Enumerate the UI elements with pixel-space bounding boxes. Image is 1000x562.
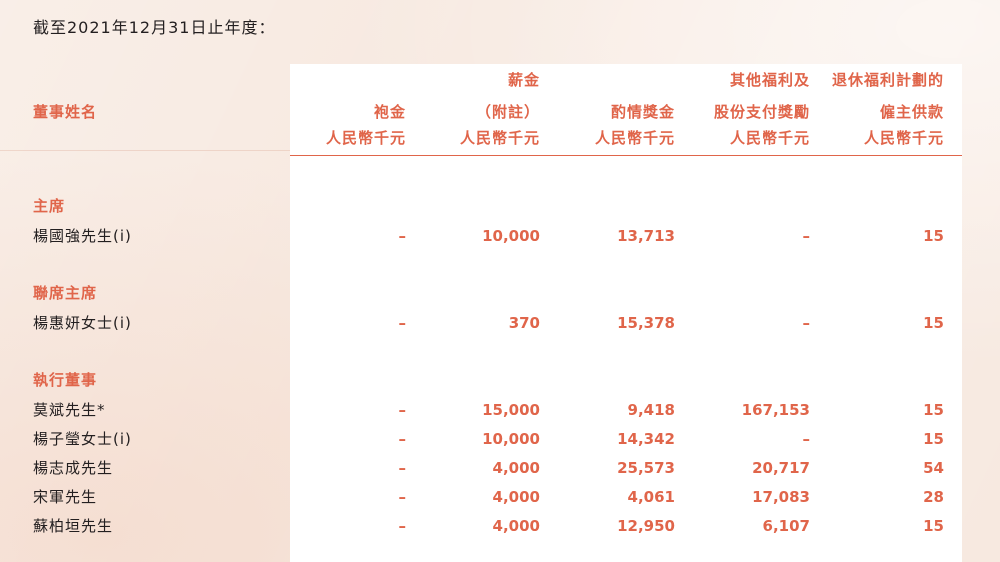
director-name: 宋軍先生	[33, 488, 98, 506]
header-divider	[290, 155, 962, 156]
value-pension: 15	[923, 227, 944, 245]
value-pension: 54	[923, 459, 944, 477]
section-title-executive-directors: 執行董事	[33, 371, 98, 389]
value-fees: –	[398, 430, 407, 448]
header-pension-unit: 人民幣千元	[863, 129, 944, 147]
value-pension: 15	[923, 314, 944, 332]
value-benefits: 167,153	[741, 401, 810, 419]
header-benefits-title-2: 股份支付獎勵	[713, 103, 810, 121]
header-salary-title: 薪金	[507, 71, 540, 89]
value-pension: 15	[923, 401, 944, 419]
value-bonus: 13,713	[617, 227, 675, 245]
table-row: 楊國強先生(i) – 10,000 13,713 – 15	[0, 222, 1000, 250]
value-benefits: 6,107	[762, 517, 810, 535]
header-bonus-title: 酌情獎金	[610, 103, 675, 121]
header-pension-title-2: 僱主供款	[879, 103, 944, 121]
header-pension-title-1: 退休福利計劃的	[831, 71, 944, 89]
header-benefits-unit: 人民幣千元	[729, 129, 810, 147]
director-name: 楊志成先生	[33, 459, 114, 477]
table-row: 楊惠妍女士(i) – 370 15,378 – 15	[0, 309, 1000, 337]
background-line	[0, 150, 290, 151]
header-bonus-unit: 人民幣千元	[594, 129, 675, 147]
period-caption: 截至2021年12月31日止年度：	[33, 18, 276, 37]
value-salary: 10,000	[482, 227, 540, 245]
value-fees: –	[398, 314, 407, 332]
value-salary: 15,000	[482, 401, 540, 419]
value-benefits: –	[802, 314, 811, 332]
header-fees-unit: 人民幣千元	[325, 129, 406, 147]
director-name: 楊國強先生(i)	[33, 227, 132, 245]
header-director-name: 董事姓名	[33, 103, 98, 121]
value-fees: –	[398, 401, 407, 419]
value-bonus: 9,418	[627, 401, 675, 419]
header-benefits-title-1: 其他福利及	[729, 71, 810, 89]
value-bonus: 14,342	[617, 430, 675, 448]
table-row: 宋軍先生 – 4,000 4,061 17,083 28	[0, 483, 1000, 511]
value-bonus: 12,950	[617, 517, 675, 535]
value-salary: 10,000	[482, 430, 540, 448]
value-pension: 15	[923, 430, 944, 448]
value-pension: 28	[923, 488, 944, 506]
section-title-co-chairman: 聯席主席	[33, 284, 98, 302]
value-bonus: 4,061	[627, 488, 675, 506]
header-salary-unit: 人民幣千元	[459, 129, 540, 147]
value-salary: 4,000	[492, 488, 540, 506]
value-fees: –	[398, 459, 407, 477]
header-fees-title: 袍金	[373, 103, 406, 121]
director-name: 莫斌先生*	[33, 401, 106, 419]
table-panel	[290, 64, 962, 562]
value-bonus: 25,573	[617, 459, 675, 477]
table-row: 楊子瑩女士(i) – 10,000 14,342 – 15	[0, 425, 1000, 453]
value-salary: 4,000	[492, 459, 540, 477]
table-row: 蘇柏垣先生 – 4,000 12,950 6,107 15	[0, 512, 1000, 540]
value-benefits: 20,717	[752, 459, 810, 477]
section-title-chairman: 主席	[33, 197, 66, 215]
director-name: 楊惠妍女士(i)	[33, 314, 132, 332]
value-fees: –	[398, 517, 407, 535]
value-salary: 4,000	[492, 517, 540, 535]
header-salary-note: （附註）	[475, 103, 540, 121]
value-fees: –	[398, 227, 407, 245]
value-salary: 370	[508, 314, 540, 332]
director-name: 蘇柏垣先生	[33, 517, 114, 535]
value-bonus: 15,378	[617, 314, 675, 332]
table-row: 楊志成先生 – 4,000 25,573 20,717 54	[0, 454, 1000, 482]
value-benefits: –	[802, 227, 811, 245]
director-name: 楊子瑩女士(i)	[33, 430, 132, 448]
table-row: 莫斌先生* – 15,000 9,418 167,153 15	[0, 396, 1000, 424]
value-pension: 15	[923, 517, 944, 535]
value-benefits: –	[802, 430, 811, 448]
value-fees: –	[398, 488, 407, 506]
value-benefits: 17,083	[752, 488, 810, 506]
